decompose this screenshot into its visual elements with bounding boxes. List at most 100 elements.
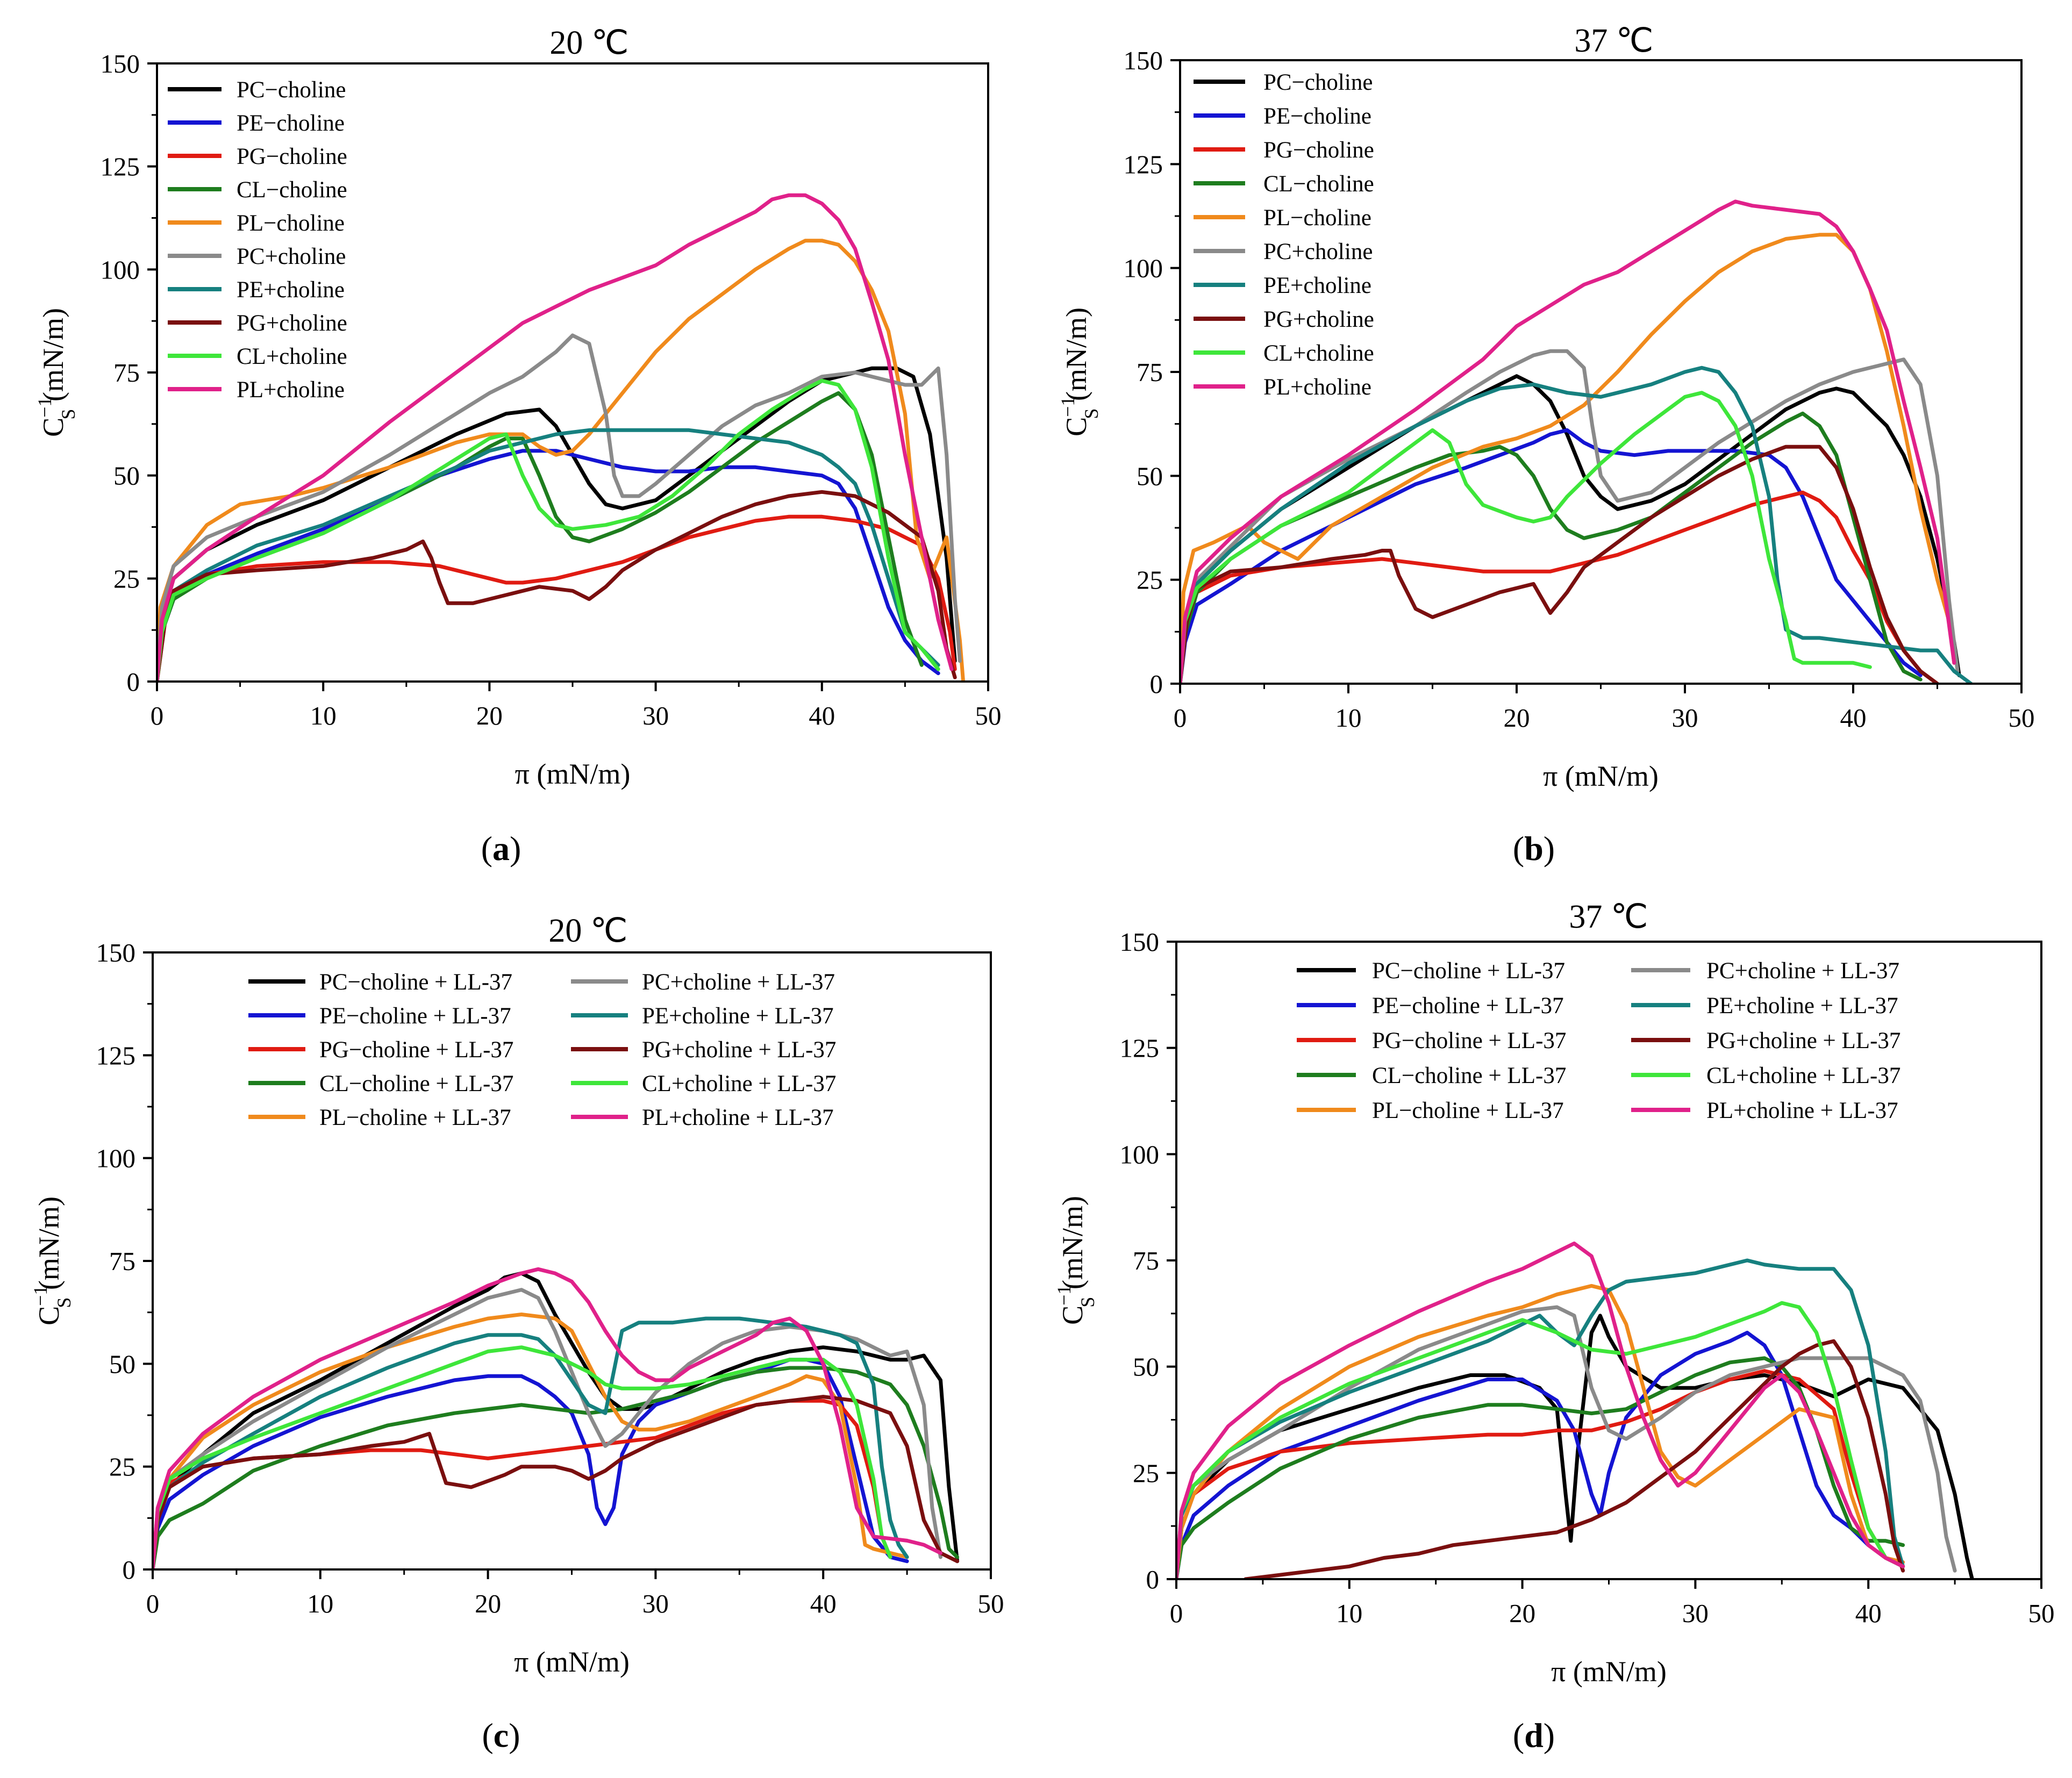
series-line-clp	[153, 1345, 892, 1569]
caption-close: )	[510, 829, 521, 868]
y-axis-title-sub: S	[58, 409, 79, 420]
x-tick-label: 40	[1840, 703, 1867, 733]
panel-title: 37 ℃	[1574, 23, 1653, 59]
y-tick-label: 50	[109, 1349, 135, 1379]
legend-label: PG+choline + LL-37	[1706, 1028, 1900, 1053]
plot-frame	[152, 951, 992, 1571]
y-tick-label: 50	[1133, 1352, 1159, 1382]
series-line-pc	[157, 366, 957, 682]
y-tick-label: 150	[1124, 46, 1163, 75]
legend-label: PE+choline	[1263, 273, 1371, 298]
x-tick-label: 50	[975, 701, 1002, 730]
y-axis-title-sup: −1	[34, 397, 55, 418]
legend-label: PC+choline + LL-37	[642, 970, 835, 995]
series-line-clp	[1180, 391, 1872, 684]
y-tick-label: 150	[1120, 927, 1160, 957]
y-tick-label: 125	[101, 152, 140, 182]
caption-close: )	[1544, 1716, 1555, 1754]
x-tick-label: 40	[1855, 1598, 1882, 1628]
x-tick-label: 50	[978, 1589, 1004, 1618]
legend-label: PG+choline + LL-37	[642, 1037, 836, 1063]
legend-label: CL+choline	[237, 344, 347, 369]
y-tick-label: 50	[113, 461, 140, 491]
legend-label: CL−choline + LL-37	[319, 1071, 513, 1096]
legend-label: PE+choline	[237, 277, 345, 303]
x-tick-label: 40	[809, 701, 835, 730]
x-tick-label: 30	[1672, 703, 1698, 733]
series-line-pep	[1176, 1258, 1905, 1579]
legend-label: PC−choline + LL-37	[1372, 958, 1565, 984]
y-tick-label: 125	[1124, 149, 1163, 179]
legend-label: PC−choline	[237, 77, 346, 103]
y-tick-label: 125	[96, 1041, 136, 1070]
panel-c: 0 10 20 30 40 50 0 25 50 75 100 125 150 20 ℃ π (mN/m) C…	[30, 913, 1004, 1754]
x-tick-label: 0	[1174, 703, 1187, 733]
y-axis-title-unit: (mN/m)	[1056, 1196, 1089, 1296]
y-axis-title-sub: S	[53, 1297, 75, 1308]
x-axis-title: π (mN/m)	[515, 758, 631, 790]
legend-label: PC−choline	[1263, 70, 1373, 95]
legend-label: PL−choline + LL-37	[319, 1105, 511, 1130]
x-axis-title: π (mN/m)	[514, 1646, 630, 1678]
y-axis-title-sup: −1	[1057, 397, 1078, 417]
series-line-pep	[1180, 365, 1973, 684]
legend-label: PE−choline	[1263, 104, 1371, 129]
series-line-pgp	[1180, 444, 1939, 684]
series-line-plp	[1180, 199, 1956, 684]
caption-close: )	[509, 1716, 520, 1754]
legend-label: PG−choline	[237, 144, 347, 169]
legend-label: PL+choline + LL-37	[642, 1105, 834, 1130]
series-line-pcp	[157, 333, 962, 682]
panel-title: 20 ℃	[548, 913, 627, 949]
series-line-pcp	[153, 1288, 942, 1569]
legend-label: PC+choline + LL-37	[1706, 958, 1899, 984]
series-line-plp	[153, 1267, 942, 1569]
y-axis-title-main: C	[1060, 417, 1092, 436]
legend: PC−choline PE−choline PG−choline CL−choline…	[1194, 70, 1374, 400]
series-line-pep	[153, 1316, 909, 1569]
series-line-pl	[153, 1313, 909, 1569]
y-tick-label: 125	[1120, 1034, 1160, 1063]
x-axis-title: π (mN/m)	[1543, 760, 1659, 792]
legend: PC−choline + LL-37 PE−choline + LL-37 PG−c…	[1297, 958, 1900, 1123]
y-axis-title-main: C	[1056, 1306, 1089, 1325]
plot-frame	[1175, 941, 2042, 1580]
series-line-plp	[1176, 1241, 1905, 1579]
series-line-clp	[1176, 1301, 1905, 1579]
caption-letter: c	[494, 1716, 509, 1754]
caption-open: (	[1513, 1716, 1524, 1754]
series-line-pcp	[1180, 349, 1960, 684]
panel-caption: (c)	[482, 1716, 520, 1754]
legend-label: PC+choline	[1263, 239, 1373, 264]
legend-label: PE−choline	[237, 111, 345, 136]
series-line-pl	[1176, 1284, 1905, 1579]
legend-label: PC+choline	[237, 244, 346, 269]
legend-label: PC−choline + LL-37	[319, 970, 512, 995]
series-group	[1180, 199, 1973, 684]
series-line-pg	[157, 514, 957, 682]
legend-label: CL−choline + LL-37	[1372, 1063, 1566, 1088]
y-axis-title: C−1 S (mN/m)	[30, 1196, 75, 1325]
y-tick-label: 150	[96, 938, 136, 967]
legend: PC−choline PE−choline PG−choline CL−choline…	[168, 77, 347, 403]
series-line-pg	[1176, 1369, 1905, 1579]
caption-letter: a	[492, 829, 510, 868]
series-line-pc	[1180, 374, 1961, 684]
x-tick-label: 20	[476, 701, 503, 730]
legend-label: PL+choline	[1263, 375, 1371, 400]
legend-label: PG+choline	[1263, 307, 1374, 332]
panel-caption: (a)	[481, 829, 521, 868]
y-tick-label: 75	[1137, 357, 1163, 387]
x-tick-label: 0	[146, 1589, 160, 1618]
y-axis-title: C−1 S (mN/m)	[34, 308, 79, 437]
legend-label: CL−choline	[1263, 171, 1374, 197]
y-tick-label: 25	[109, 1452, 135, 1482]
series-line-pe	[157, 449, 940, 682]
y-axis-title: C−1 S (mN/m)	[1053, 1196, 1098, 1325]
x-axis-title: π (mN/m)	[1551, 1655, 1667, 1688]
legend-label: PG−choline	[1263, 138, 1374, 163]
series-line-pg	[1180, 490, 1939, 684]
y-tick-label: 0	[1146, 1565, 1160, 1594]
legend-label: PL−choline	[237, 211, 345, 236]
